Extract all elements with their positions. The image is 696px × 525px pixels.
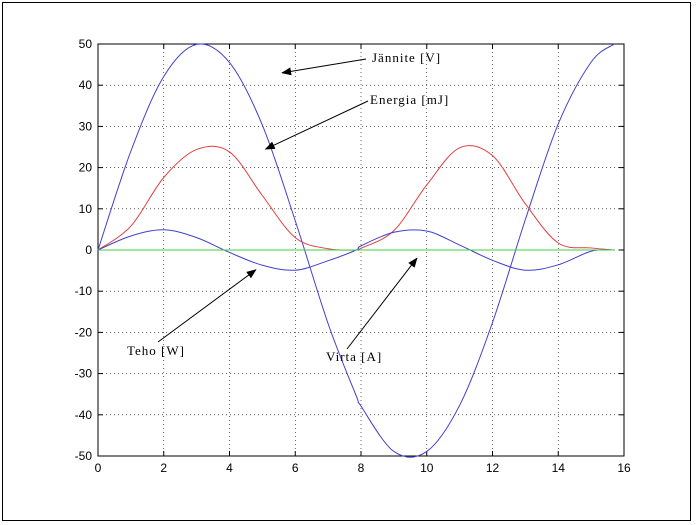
- annotation-label: Teho [W]: [127, 343, 185, 358]
- y-tick-label: 10: [79, 202, 93, 216]
- annotation-label: Jännite [V]: [372, 50, 441, 65]
- annotation-arrow: [264, 100, 369, 150]
- x-tick-label: 6: [292, 461, 299, 475]
- x-tick-label: 10: [420, 461, 434, 475]
- y-tick-label: -50: [75, 449, 93, 463]
- y-axis: 50 40 30 20 10 0 -10 -20 -30 -40 -50: [75, 37, 624, 463]
- series: [97, 43, 615, 458]
- annotation-arrow: [157, 269, 257, 343]
- x-tick-label: 0: [95, 461, 102, 475]
- y-tick-label: 0: [85, 243, 92, 257]
- x-tick-label: 2: [160, 461, 167, 475]
- annotation-arrow: [346, 257, 418, 350]
- y-tick-label: 50: [79, 37, 93, 51]
- x-tick-label: 16: [617, 461, 631, 475]
- y-tick-label: 20: [79, 161, 93, 175]
- series-line-j-nnite-v: [97, 43, 615, 458]
- y-tick-label: -40: [75, 408, 93, 422]
- series-line-teho-w: [97, 229, 615, 271]
- annotation-label: Virta [A]: [326, 349, 382, 364]
- series-line-energia-mj: [97, 145, 615, 251]
- annotation-label: Energia [mJ]: [370, 92, 449, 107]
- annotation-arrow: [281, 58, 367, 76]
- x-tick-label: 4: [226, 461, 233, 475]
- annotations: Jännite [V] Energia [mJ] Teho [W] Virta [A]: [127, 50, 449, 364]
- x-tick-label: 12: [486, 461, 500, 475]
- y-tick-label: -30: [75, 367, 93, 381]
- y-tick-label: -20: [75, 325, 93, 339]
- x-axis: 0 2 4 6 8 10 12 14 16: [95, 44, 631, 475]
- figure-frame: [2, 2, 691, 521]
- y-tick-label: 30: [79, 119, 93, 133]
- x-tick-label: 14: [552, 461, 566, 475]
- y-tick-label: 40: [79, 78, 93, 92]
- x-tick-label: 8: [358, 461, 365, 475]
- y-tick-label: -10: [75, 284, 93, 298]
